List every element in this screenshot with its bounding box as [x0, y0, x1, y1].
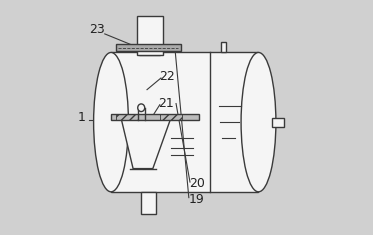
Bar	[160, 114, 182, 120]
Bar	[221, 42, 226, 52]
Bar	[137, 16, 163, 55]
Text: 1: 1	[78, 111, 86, 124]
Polygon shape	[122, 120, 170, 168]
Bar	[111, 52, 258, 192]
Text: 19: 19	[189, 193, 205, 206]
Ellipse shape	[241, 52, 276, 192]
Bar	[111, 114, 199, 120]
Bar	[116, 44, 181, 51]
Ellipse shape	[94, 52, 128, 192]
Bar	[116, 114, 138, 120]
Text: 22: 22	[159, 70, 175, 83]
Bar	[140, 52, 160, 55]
Text: 21: 21	[158, 97, 173, 110]
Bar	[272, 118, 283, 127]
Text: 23: 23	[89, 23, 105, 36]
Ellipse shape	[138, 104, 145, 112]
Bar	[141, 192, 156, 214]
Text: 20: 20	[189, 177, 205, 190]
